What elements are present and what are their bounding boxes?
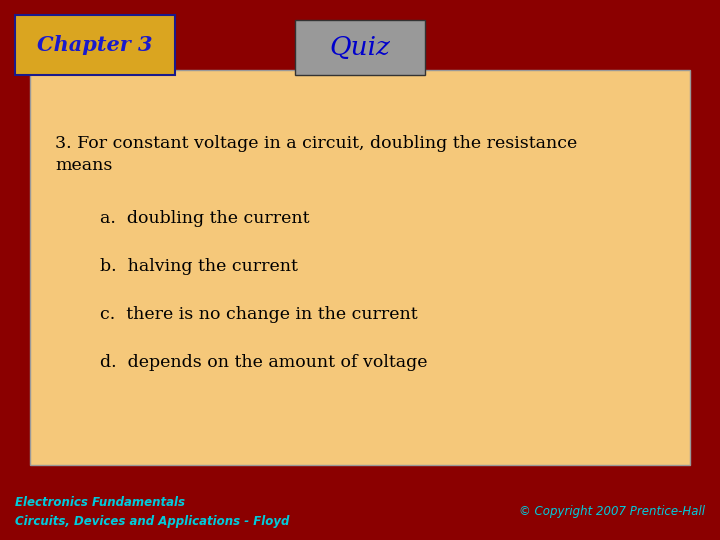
Text: Quiz: Quiz: [330, 35, 390, 60]
Text: b.  halving the current: b. halving the current: [100, 258, 298, 275]
Text: a.  doubling the current: a. doubling the current: [100, 210, 310, 227]
Text: Electronics Fundamentals: Electronics Fundamentals: [15, 496, 185, 509]
Text: Circuits, Devices and Applications - Floyd: Circuits, Devices and Applications - Flo…: [15, 516, 289, 529]
Text: Chapter 3: Chapter 3: [37, 35, 153, 55]
Text: c.  there is no change in the current: c. there is no change in the current: [100, 306, 418, 323]
Text: d.  depends on the amount of voltage: d. depends on the amount of voltage: [100, 354, 428, 371]
FancyBboxPatch shape: [295, 20, 425, 75]
FancyBboxPatch shape: [15, 15, 175, 75]
Text: 3. For constant voltage in a circuit, doubling the resistance
means: 3. For constant voltage in a circuit, do…: [55, 135, 577, 174]
FancyBboxPatch shape: [30, 70, 690, 465]
Text: © Copyright 2007 Prentice-Hall: © Copyright 2007 Prentice-Hall: [519, 505, 705, 518]
